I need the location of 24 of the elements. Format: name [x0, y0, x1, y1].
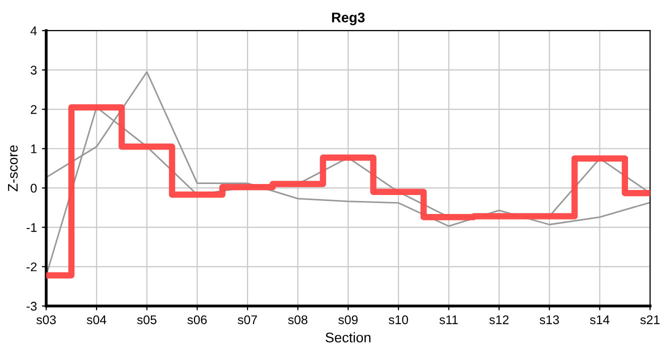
x-tick-label: s04: [86, 315, 106, 324]
x-tick-label: s12: [489, 315, 509, 324]
x-tick-label: s05: [137, 315, 156, 324]
y-axis-title: Z-score: [8, 145, 18, 192]
x-tick-label: s21: [640, 315, 660, 324]
x-tick-label: s06: [187, 315, 207, 324]
x-tick-label: s11: [440, 315, 458, 324]
y-tick-label: 2: [30, 105, 37, 114]
x-tick-label: s07: [238, 315, 257, 324]
chart-title: Reg3: [332, 12, 365, 26]
y-tick-label: 3: [30, 66, 37, 75]
y-tick-label: 1: [31, 144, 37, 154]
y-tick-label: -3: [26, 302, 37, 311]
x-axis-title: Section: [326, 332, 370, 342]
y-tick-label: 4: [30, 26, 37, 36]
x-tick-label: s03: [36, 315, 56, 324]
y-tick-label: -1: [26, 223, 37, 232]
x-tick-label: s14: [590, 315, 610, 324]
x-tick-label: s10: [388, 315, 408, 324]
x-tick-label: s09: [338, 315, 358, 324]
y-tick-label: 0: [30, 184, 37, 193]
x-tick-label: s08: [288, 315, 308, 324]
y-tick-label: -2: [26, 262, 37, 272]
x-tick-label: s13: [540, 315, 559, 324]
